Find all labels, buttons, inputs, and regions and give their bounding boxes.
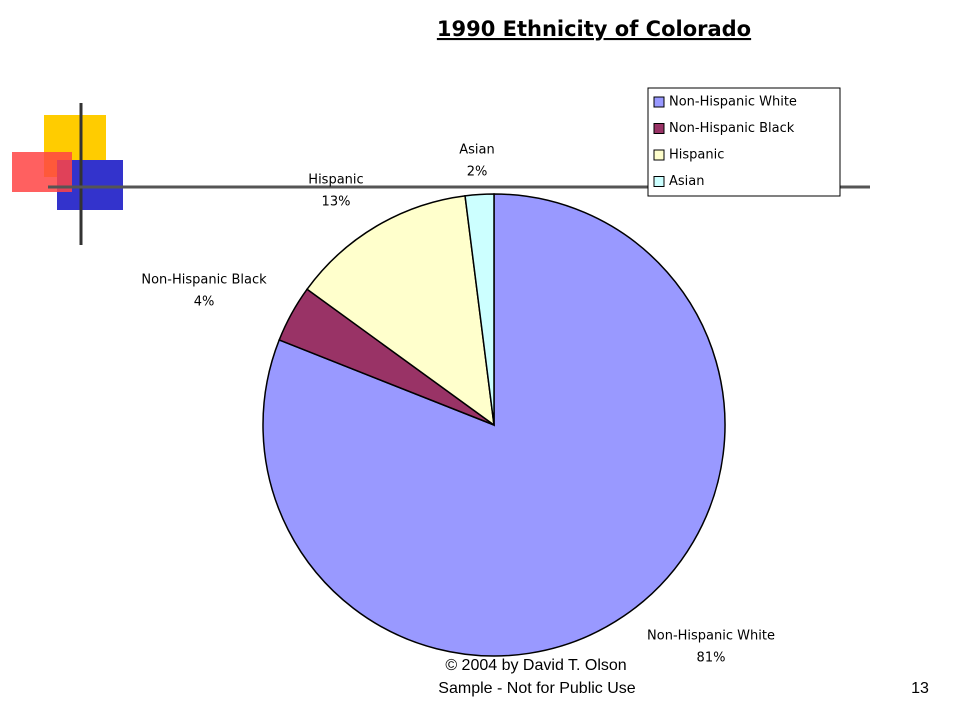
slice-value: 81%	[697, 651, 726, 666]
chart-title: 1990 Ethnicity of Colorado	[437, 17, 751, 41]
slice-value: 13%	[322, 195, 351, 210]
slice-label: Non-Hispanic Black	[141, 273, 267, 288]
legend-box	[647, 87, 841, 197]
pie: Non-Hispanic White 81% Non-Hispanic Black 4…	[141, 143, 775, 666]
legend-label: Asian	[669, 174, 704, 189]
slice-label: Non-Hispanic White	[647, 629, 775, 644]
legend-label: Non-Hispanic White	[669, 95, 797, 110]
legend-swatch	[653, 149, 665, 161]
copyright: © 2004 by David T. Olson	[445, 657, 626, 674]
legend-swatch	[653, 96, 665, 108]
legend-label: Hispanic	[669, 148, 724, 163]
pie-slice	[464, 193, 495, 426]
legend-label: Non-Hispanic Black	[669, 121, 795, 136]
deco-red	[12, 152, 72, 192]
legend: Non-Hispanic White Non-Hispanic Black Hisp…	[653, 95, 797, 189]
pie-slice	[262, 193, 726, 657]
slice-value: 2%	[467, 165, 488, 180]
legend-swatch	[653, 176, 665, 187]
pie-slice	[306, 194, 495, 427]
slice-label: Asian	[459, 143, 494, 158]
legend-swatch	[653, 123, 665, 134]
footer-note: Sample - Not for Public Use	[438, 680, 636, 697]
slice-label: Hispanic	[308, 173, 363, 188]
slice-value: 4%	[194, 295, 215, 310]
page-number: 13	[911, 680, 929, 697]
